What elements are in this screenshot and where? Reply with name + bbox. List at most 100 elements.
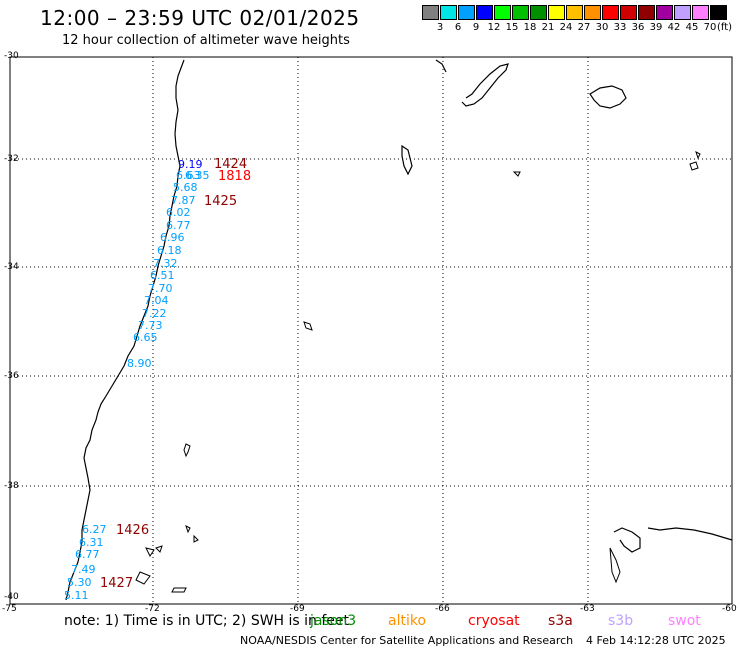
- legend-label: 45: [685, 22, 699, 33]
- legend-label: 36: [631, 22, 645, 33]
- legend-swatch: [566, 5, 583, 20]
- legend-label: 24: [559, 22, 573, 33]
- lon-label: -75: [2, 604, 17, 614]
- lake: [695, 151, 701, 160]
- lake: [689, 161, 699, 171]
- legend-swatch: [476, 5, 493, 20]
- satellite-swot: swot: [668, 613, 701, 629]
- pass-time-label: 1818: [218, 169, 251, 184]
- wave-height-label: 9.19: [178, 158, 203, 171]
- footer-date: 4 Feb 14:12:28 UTC 2025: [586, 634, 726, 647]
- islet: [193, 534, 199, 543]
- legend-label: 3: [436, 22, 444, 33]
- wave-height-label: 6.18: [157, 244, 182, 257]
- wave-height-label: 7.32: [153, 257, 178, 270]
- lake: [512, 171, 521, 177]
- lon-label: -66: [435, 604, 450, 614]
- legend-swatch: [692, 5, 709, 20]
- legend-swatch: [602, 5, 619, 20]
- wave-height-label: 5.68: [173, 181, 198, 194]
- legend-swatch: [584, 5, 601, 20]
- wave-height-label: 7.73: [138, 319, 163, 332]
- lat-label: -36: [4, 371, 19, 381]
- satellite-jason3: jason3: [310, 613, 357, 629]
- legend-label: 6: [454, 22, 462, 33]
- footer-credit: NOAA/NESDIS Center for Satellite Applica…: [240, 634, 574, 647]
- note-text: note: 1) Time is in UTC; 2) SWH is in fe…: [64, 613, 350, 629]
- pass-time-label: 1426: [116, 523, 149, 538]
- wave-height-labels: 9.196.356.635.687.876.026.776.966.187.32…: [64, 157, 251, 602]
- wave-height-label: 6.35: [185, 169, 210, 182]
- chile-coastline: [65, 59, 185, 601]
- legend-label: 12: [487, 22, 501, 33]
- wave-height-label: 6.31: [79, 536, 104, 549]
- lat-label: -30: [4, 51, 19, 61]
- wave-height-label: 7.87: [171, 194, 196, 207]
- legend-swatch: [710, 5, 727, 20]
- map-subtitle: 12 hour collection of altimeter wave hei…: [62, 33, 350, 48]
- satellite-s3b: s3b: [608, 613, 634, 629]
- lon-label: -72: [145, 604, 160, 614]
- map-frame: [9, 56, 733, 605]
- wave-height-label: 6.63: [176, 169, 201, 182]
- satellite-s3a: s3a: [548, 613, 573, 629]
- islet: [145, 547, 155, 557]
- legend-label: 9: [472, 22, 480, 33]
- islet: [135, 571, 151, 585]
- legend-swatch: [422, 5, 439, 20]
- wave-height-label: 6.77: [166, 219, 191, 232]
- islet: [183, 443, 191, 458]
- legend-label: 33: [613, 22, 627, 33]
- pass-time-label: 1424: [214, 157, 247, 172]
- lake: [401, 144, 413, 176]
- wave-height-label: 6.65: [133, 331, 158, 344]
- wave-height-label: 5.30: [67, 576, 92, 589]
- lagoon: [589, 85, 627, 109]
- islet: [303, 321, 313, 331]
- wave-height-label: 8.90: [127, 357, 152, 370]
- wave-height-label: 6.96: [160, 231, 185, 244]
- legend-swatch: [494, 5, 511, 20]
- pass-time-label: 1427: [100, 576, 133, 591]
- wave-height-label: 6.27: [82, 523, 107, 536]
- legend-label: 15: [505, 22, 519, 33]
- legend-swatch: [440, 5, 457, 20]
- islet: [185, 525, 191, 534]
- legend-swatch: [656, 5, 673, 20]
- wave-height-label: 6.02: [166, 206, 191, 219]
- satellite-altiko: altiko: [388, 613, 427, 629]
- valdes-coastline: [613, 527, 733, 553]
- legend-swatch: [620, 5, 637, 20]
- legend-label: 21: [541, 22, 555, 33]
- lat-label: -34: [4, 262, 19, 272]
- legend-label: 27: [577, 22, 591, 33]
- legend-unit: (ft): [717, 22, 733, 33]
- islet: [171, 587, 187, 593]
- legend-swatch: [548, 5, 565, 20]
- legend-swatch: [674, 5, 691, 20]
- bay: [609, 547, 621, 584]
- legend-label: 70: [703, 22, 717, 33]
- legend-label: 42: [667, 22, 681, 33]
- legend-label: 18: [523, 22, 537, 33]
- lat-label: -40: [4, 592, 19, 602]
- wave-height-label: 7.22: [142, 307, 167, 320]
- legend-swatch: [638, 5, 655, 20]
- islet: [155, 545, 163, 553]
- lon-label: -60: [722, 604, 737, 614]
- legend-label: 30: [595, 22, 609, 33]
- wave-height-label: 7.70: [148, 282, 173, 295]
- wave-height-label: 7.49: [71, 563, 96, 576]
- satellite-cryosat: cryosat: [468, 613, 520, 629]
- map-title: 12:00 – 23:59 UTC 02/01/2025: [40, 6, 360, 30]
- lat-label: -38: [4, 481, 19, 491]
- pass-time-label: 1425: [204, 194, 237, 209]
- legend-label: 39: [649, 22, 663, 33]
- wave-height-label: 7.04: [144, 294, 169, 307]
- argentina-coastline: [435, 59, 509, 107]
- legend-swatch: [458, 5, 475, 20]
- wave-height-label: 5.11: [64, 589, 89, 602]
- wave-height-label: 6.51: [150, 269, 175, 282]
- legend-swatch: [530, 5, 547, 20]
